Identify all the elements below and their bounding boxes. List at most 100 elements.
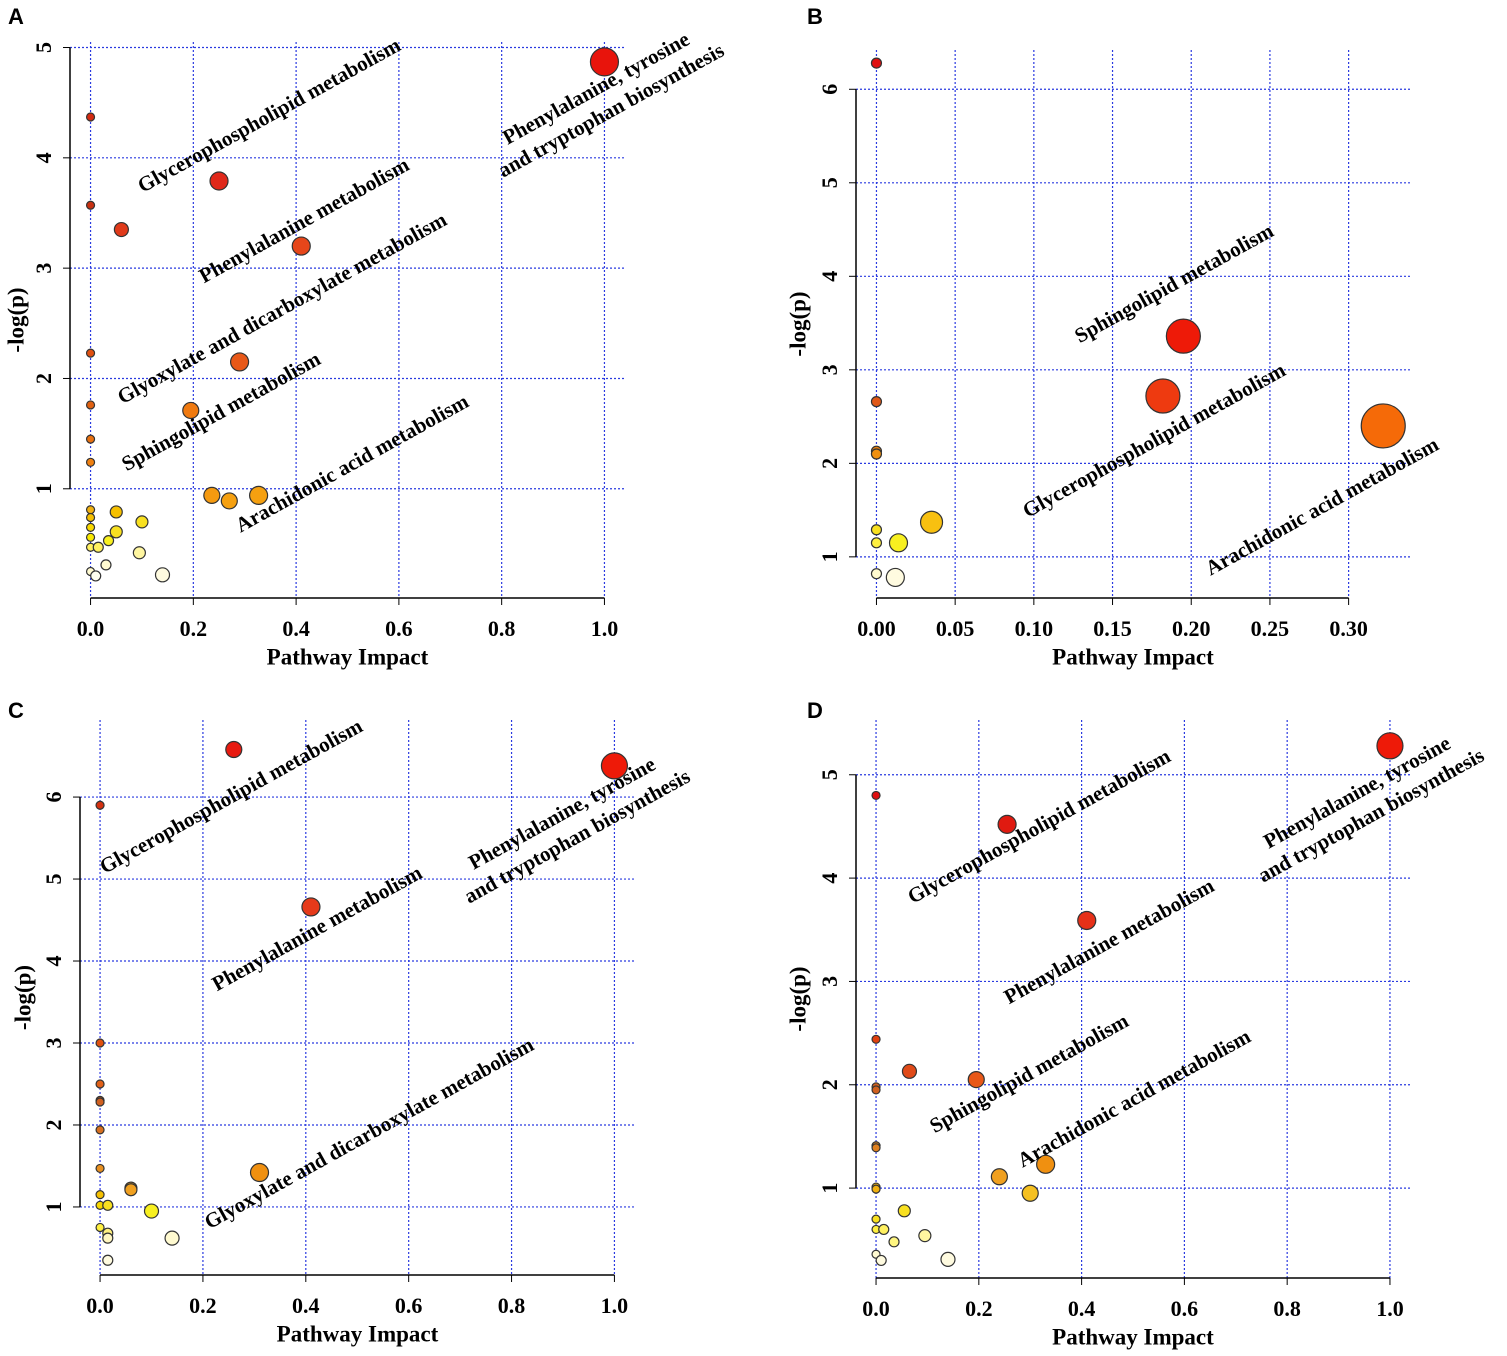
bubble bbox=[888, 533, 909, 553]
x-tick-label: 0.4 bbox=[282, 616, 310, 641]
bubble bbox=[95, 1222, 105, 1233]
bubble bbox=[919, 510, 944, 534]
bubble bbox=[229, 352, 250, 372]
bubble bbox=[85, 457, 96, 467]
bubble bbox=[885, 567, 905, 588]
x-tick-label: 0.0 bbox=[862, 1296, 890, 1321]
x-tick-label: 1.0 bbox=[1376, 1296, 1404, 1321]
annotation: Arachidonic acid metabolism bbox=[1201, 432, 1443, 580]
bubble bbox=[888, 1236, 900, 1248]
bubble bbox=[291, 236, 311, 256]
bubble bbox=[1376, 732, 1404, 760]
x-tick-label: 0.4 bbox=[292, 1293, 320, 1318]
x-tick-label: 0.30 bbox=[1329, 616, 1368, 641]
y-tick-label: 3 bbox=[31, 263, 56, 274]
bubble bbox=[870, 568, 883, 580]
panel-label: A bbox=[8, 4, 24, 29]
y-tick-label: 1 bbox=[41, 1201, 66, 1212]
bubble bbox=[967, 1070, 985, 1089]
x-tick-label: 1.0 bbox=[601, 1293, 629, 1318]
bubble bbox=[85, 348, 96, 358]
x-tick-label: 0.20 bbox=[1172, 616, 1211, 641]
y-tick-label: 2 bbox=[817, 458, 842, 469]
bubble bbox=[95, 1038, 105, 1048]
bubble bbox=[871, 1143, 881, 1153]
bubble bbox=[897, 1204, 911, 1218]
bubble bbox=[109, 525, 123, 539]
bubble bbox=[870, 396, 883, 408]
x-tick-label: 0.8 bbox=[498, 1293, 526, 1318]
y-tick-label: 1 bbox=[31, 483, 56, 494]
annotation: Glyoxylate and dicarboxylate metabolism bbox=[200, 1032, 538, 1234]
x-tick-label: 0.2 bbox=[180, 616, 208, 641]
annotation: Glycerophospholipid metabolism bbox=[95, 713, 366, 878]
x-tick-label: 0.0 bbox=[86, 1293, 114, 1318]
bubble bbox=[143, 1203, 160, 1219]
bubble bbox=[871, 790, 881, 801]
bubble bbox=[1360, 403, 1406, 449]
bubble bbox=[100, 559, 112, 571]
bubble bbox=[249, 1162, 270, 1183]
y-axis-label: -log(p) bbox=[785, 966, 810, 1031]
y-tick-label: 4 bbox=[41, 956, 66, 967]
bubble bbox=[225, 740, 243, 759]
y-axis-label: -log(p) bbox=[785, 291, 810, 356]
bubble bbox=[95, 1097, 105, 1107]
bubble bbox=[95, 1079, 105, 1089]
bubble bbox=[871, 1034, 881, 1044]
panel-label: C bbox=[8, 698, 24, 723]
bubble bbox=[164, 1230, 180, 1246]
x-tick-label: 0.0 bbox=[77, 616, 105, 641]
annotation: Phenylalanine metabolism bbox=[1000, 873, 1219, 1009]
bubble bbox=[1021, 1184, 1039, 1202]
bubble bbox=[102, 535, 115, 547]
bubble bbox=[901, 1063, 918, 1079]
y-tick-label: 2 bbox=[817, 1079, 842, 1090]
bubble bbox=[301, 897, 321, 917]
bubble bbox=[85, 512, 96, 523]
bubble bbox=[918, 1229, 932, 1243]
x-axis-label: Pathway Impact bbox=[267, 644, 429, 669]
x-tick-label: 0.6 bbox=[1171, 1296, 1199, 1321]
bubble bbox=[1165, 318, 1201, 354]
bubble bbox=[85, 522, 96, 532]
y-tick-label: 5 bbox=[817, 769, 842, 780]
bubble bbox=[871, 1184, 881, 1194]
bubble bbox=[870, 524, 883, 536]
y-tick-label: 6 bbox=[41, 792, 66, 803]
bubble bbox=[113, 221, 129, 238]
bubble bbox=[997, 814, 1017, 834]
annotation: Phenylalanine metabolism bbox=[208, 860, 427, 996]
x-tick-label: 0.25 bbox=[1251, 616, 1290, 641]
annotation: Phenylalanine metabolism bbox=[195, 152, 414, 288]
bubble bbox=[600, 752, 629, 780]
bubble bbox=[940, 1251, 956, 1268]
x-tick-label: 0.10 bbox=[1015, 616, 1054, 641]
y-tick-label: 3 bbox=[41, 1037, 66, 1048]
x-tick-label: 0.05 bbox=[936, 616, 975, 641]
bubble bbox=[132, 546, 146, 560]
bubble bbox=[92, 541, 104, 553]
bubble bbox=[95, 1190, 105, 1200]
x-tick-label: 0.6 bbox=[385, 616, 413, 641]
bubble bbox=[209, 171, 229, 191]
bubble bbox=[875, 1254, 887, 1267]
annotation: Arachidonic acid metabolism bbox=[1013, 1024, 1255, 1172]
bubble bbox=[871, 1214, 881, 1224]
panel-label: D bbox=[807, 698, 823, 723]
bubble bbox=[95, 1163, 105, 1174]
x-tick-label: 0.6 bbox=[395, 1293, 423, 1318]
bubble bbox=[95, 800, 105, 810]
bubble bbox=[85, 112, 96, 122]
panel-label: B bbox=[807, 4, 823, 29]
y-tick-label: 4 bbox=[817, 873, 842, 884]
bubble bbox=[135, 515, 149, 529]
x-tick-label: 0.8 bbox=[1273, 1296, 1301, 1321]
bubble bbox=[203, 486, 221, 505]
bubble bbox=[109, 505, 123, 519]
bubble bbox=[85, 505, 96, 515]
bubble bbox=[182, 401, 200, 420]
bubble bbox=[124, 1183, 138, 1197]
bubble bbox=[870, 537, 883, 549]
y-tick-label: 4 bbox=[817, 271, 842, 282]
